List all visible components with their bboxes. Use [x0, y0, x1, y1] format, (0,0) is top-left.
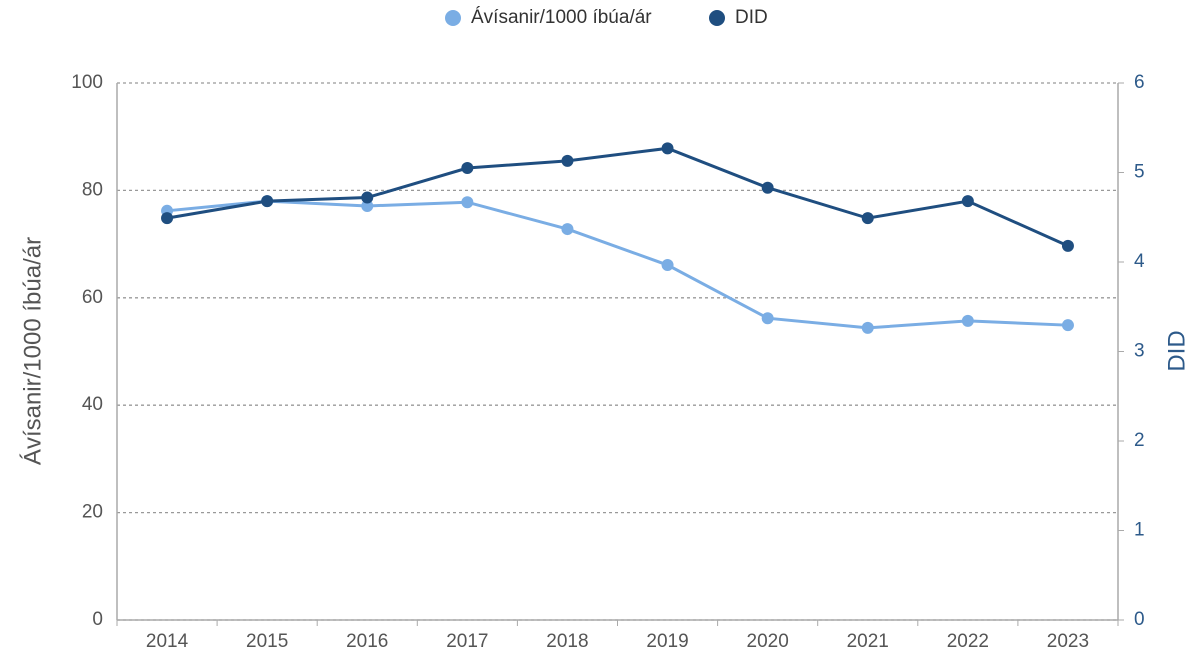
x-tick-label: 2022: [947, 631, 989, 652]
x-tick-label: 2021: [847, 631, 889, 652]
legend-marker: [709, 10, 725, 26]
x-tick-label: 2014: [146, 631, 189, 652]
data-point: [361, 191, 374, 204]
series-line: [166, 146, 1069, 248]
x-tick-label: 2018: [546, 631, 588, 652]
x-tick-label: 2023: [1047, 631, 1089, 652]
data-point: [561, 154, 574, 167]
x-tick-label: 2017: [446, 631, 488, 652]
data-point: [1061, 239, 1074, 252]
y-tick-label: 100: [71, 72, 103, 93]
data-point: [661, 142, 674, 155]
series-line: [166, 199, 1069, 330]
y-tick-label: 60: [82, 287, 103, 308]
y2-axis-label: DID: [1163, 330, 1190, 371]
y2-tick-label: 1: [1134, 520, 1145, 541]
legend-marker: [445, 10, 461, 26]
data-point: [961, 314, 974, 327]
x-tick-label: 2016: [346, 631, 388, 652]
y2-tick-label: 3: [1134, 341, 1145, 362]
data-point: [861, 321, 874, 334]
data-point: [561, 223, 574, 236]
y2-tick-label: 4: [1134, 251, 1145, 272]
data-point: [761, 312, 774, 325]
y-axis-label: Ávísanir/1000 íbúa/ár: [19, 237, 46, 465]
data-point: [861, 212, 874, 225]
y2-tick-label: 2: [1134, 430, 1145, 451]
data-point: [761, 181, 774, 194]
y2-tick-label: 0: [1134, 609, 1145, 630]
data-point: [461, 162, 474, 175]
x-tick-label: 2015: [246, 631, 288, 652]
y2-tick-label: 6: [1134, 72, 1145, 93]
data-point: [1061, 319, 1074, 332]
y-tick-label: 80: [82, 179, 103, 200]
x-tick-label: 2019: [646, 631, 688, 652]
x-tick-label: 2020: [747, 631, 789, 652]
y-tick-label: 20: [82, 502, 103, 523]
y2-tick-label: 5: [1134, 162, 1145, 183]
legend-label: Ávísanir/1000 íbúa/ár: [471, 7, 652, 28]
y-tick-label: 40: [82, 394, 103, 415]
data-point: [661, 259, 674, 272]
data-point: [161, 212, 174, 225]
data-point: [261, 195, 274, 208]
data-point: [361, 199, 374, 212]
data-point: [461, 196, 474, 209]
legend-label: DID: [735, 7, 768, 28]
y-tick-label: 0: [92, 609, 103, 630]
data-point: [961, 195, 974, 208]
